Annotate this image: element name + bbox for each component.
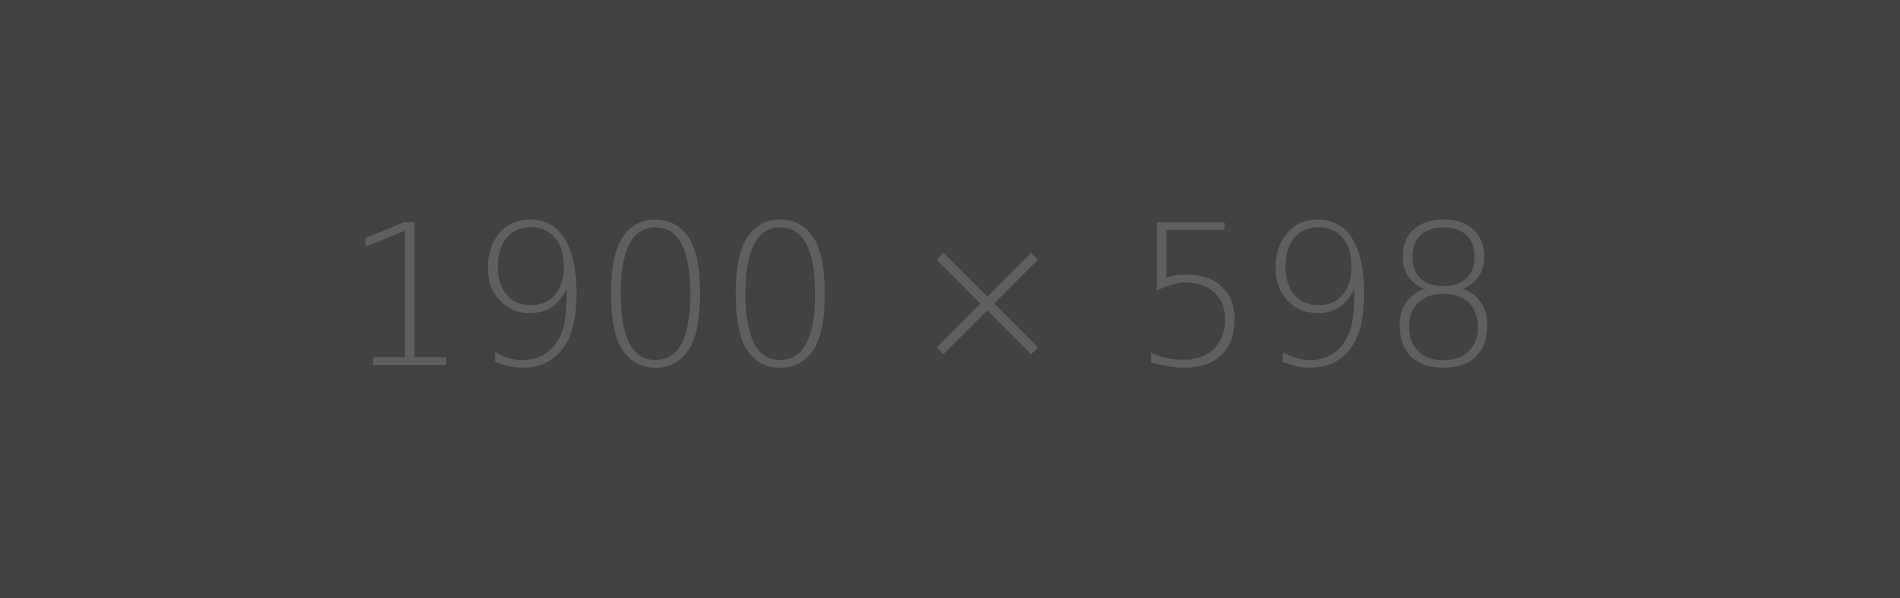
dimensions-label: 1900 × 598 [344,184,1506,412]
